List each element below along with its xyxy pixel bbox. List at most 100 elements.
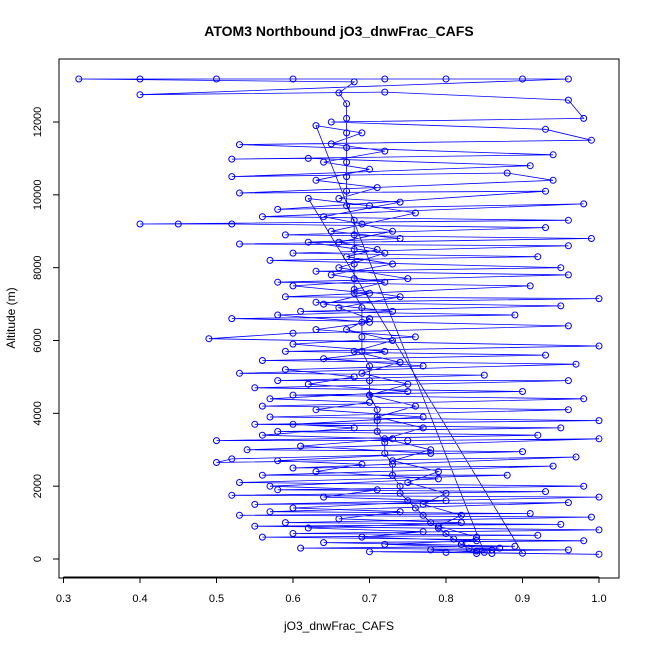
y-tick-label: 10000	[32, 180, 44, 211]
data-point	[228, 155, 236, 163]
data-point	[526, 282, 534, 290]
data-point	[381, 449, 389, 457]
data-point	[488, 546, 496, 554]
data-point	[389, 435, 396, 443]
data-point	[595, 526, 603, 534]
data-point	[457, 511, 465, 519]
data-point	[580, 114, 588, 122]
data-point	[381, 249, 389, 257]
data-point	[274, 486, 282, 494]
data-point	[213, 75, 220, 83]
data-point	[274, 278, 282, 286]
data-point	[358, 333, 366, 341]
data-point	[564, 96, 572, 104]
data-point	[350, 216, 358, 224]
data-point	[266, 413, 274, 421]
data-point	[457, 519, 465, 527]
data-point	[419, 500, 427, 508]
data-point	[274, 457, 282, 465]
y-tick-label: 6000	[32, 328, 44, 352]
data-point	[457, 540, 465, 548]
data-point	[396, 482, 404, 490]
data-point	[526, 510, 534, 517]
data-point	[564, 271, 572, 279]
data-point	[289, 329, 297, 337]
data-point	[320, 355, 328, 363]
data-point	[389, 457, 396, 465]
data-point	[343, 187, 351, 195]
y-tick-label: 12000	[32, 107, 44, 138]
data-point	[580, 200, 588, 208]
chart-title: ATOM3 Northbound jO3_dnwFrac_CAFS	[204, 23, 473, 39]
data-point	[549, 151, 557, 159]
data-point	[404, 388, 412, 395]
data-point	[350, 286, 358, 293]
data-point	[281, 366, 289, 374]
data-point	[564, 546, 572, 554]
data-point	[411, 209, 419, 217]
data-point	[557, 264, 565, 272]
data-point	[557, 302, 565, 310]
data-point	[427, 546, 435, 554]
data-point	[320, 213, 328, 221]
data-point	[519, 448, 526, 456]
data-point	[320, 158, 328, 166]
data-point	[389, 460, 396, 468]
data-point	[304, 154, 312, 162]
data-point	[366, 398, 373, 406]
data-point	[580, 395, 588, 403]
data-point	[335, 264, 343, 272]
data-point	[281, 519, 289, 527]
data-point	[557, 424, 565, 432]
data-point	[511, 311, 519, 319]
data-point	[396, 235, 404, 242]
data-point	[373, 417, 381, 425]
data-point	[320, 300, 328, 308]
data-point	[396, 198, 404, 206]
data-point	[557, 520, 565, 528]
data-point	[358, 533, 366, 541]
data-point	[389, 337, 396, 344]
data-point	[419, 413, 427, 421]
x-tick-label: 0.9	[515, 593, 530, 605]
x-tick-label: 0.6	[285, 593, 300, 605]
data-point	[335, 89, 343, 97]
data-point	[542, 488, 549, 496]
data-point	[327, 227, 335, 235]
data-point	[274, 205, 282, 213]
x-axis-label: jO3_dnwFrac_CAFS	[283, 619, 394, 633]
data-point	[289, 420, 297, 428]
data-point	[228, 315, 236, 323]
data-point	[473, 547, 481, 555]
data-point	[396, 293, 404, 301]
data-point	[580, 537, 588, 545]
data-point	[358, 129, 366, 137]
data-point	[297, 544, 305, 552]
data-point	[274, 428, 282, 435]
y-tick-label: 8000	[32, 255, 44, 279]
data-point	[327, 271, 335, 279]
data-point	[304, 238, 312, 246]
data-point	[289, 391, 297, 399]
data-point	[343, 144, 351, 151]
data-point	[534, 253, 542, 261]
data-point	[542, 125, 549, 133]
data-point	[442, 489, 450, 497]
data-point	[258, 471, 266, 479]
data-point	[542, 224, 549, 232]
data-point	[358, 369, 366, 377]
data-point	[258, 402, 266, 410]
data-point	[350, 275, 358, 283]
data-point	[236, 189, 243, 197]
data-point	[312, 176, 320, 184]
data-point	[434, 468, 442, 476]
data-point	[396, 508, 404, 516]
data-point	[427, 449, 435, 457]
data-point	[534, 531, 542, 539]
data-point	[236, 369, 243, 377]
data-point	[564, 75, 572, 83]
data-point	[442, 75, 450, 83]
data-point	[304, 380, 312, 388]
data-point	[473, 537, 481, 545]
data-point	[381, 540, 389, 548]
